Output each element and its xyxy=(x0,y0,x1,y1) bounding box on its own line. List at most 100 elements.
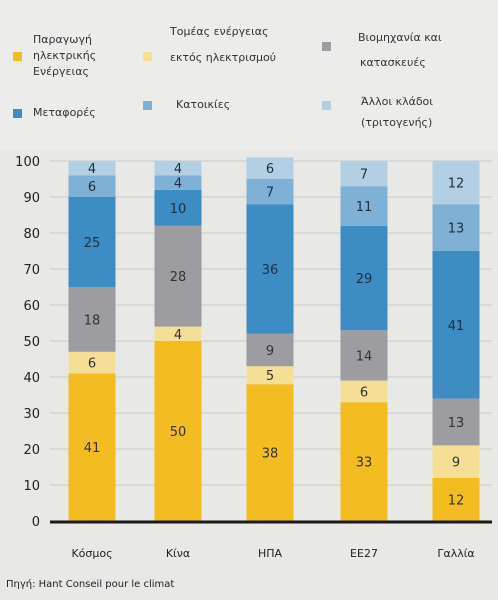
bar-segment xyxy=(246,366,294,385)
data-label: 7 xyxy=(360,168,368,183)
x-tick-label: Κόσμος xyxy=(71,547,112,560)
data-label: 7 xyxy=(266,186,274,201)
legend-line: Ενέργειας xyxy=(33,65,89,78)
bar-segment xyxy=(154,161,202,176)
y-tick-label: 90 xyxy=(23,191,40,206)
data-label: 41 xyxy=(448,319,465,334)
legend-swatch-electricity xyxy=(13,52,22,61)
legend-line: Παραγωγή xyxy=(33,33,92,46)
legend-line: ηλεκτρικής xyxy=(33,49,97,62)
data-label: 29 xyxy=(356,272,373,287)
data-label: 41 xyxy=(84,441,101,456)
bar-segment xyxy=(68,175,116,197)
legend-item-industry: Βιομηχανία και κατασκευές xyxy=(358,30,442,71)
legend-line: εκτός ηλεκτρισμού xyxy=(170,51,277,64)
bar-segment xyxy=(432,204,480,251)
data-label: 12 xyxy=(448,493,465,508)
data-label: 38 xyxy=(262,447,279,462)
bar-segment xyxy=(154,175,202,190)
bar-segment xyxy=(432,161,480,205)
bar-segment xyxy=(432,445,480,478)
bar-segment xyxy=(246,179,294,205)
bar-segment xyxy=(68,161,116,176)
bar-segment xyxy=(340,330,388,381)
bar-segment xyxy=(154,341,202,521)
legend-swatch-residential xyxy=(143,101,152,110)
data-label: 18 xyxy=(84,313,101,328)
legend-item-transport: Μεταφορές xyxy=(33,105,96,121)
legend-swatch-transport xyxy=(13,109,22,118)
bar-segment xyxy=(246,157,294,179)
y-tick-label: 50 xyxy=(23,335,40,350)
data-label: 25 xyxy=(84,236,101,251)
data-label: 9 xyxy=(266,344,274,359)
data-label: 9 xyxy=(452,456,460,471)
data-label: 36 xyxy=(262,263,279,278)
bar-segment xyxy=(340,225,388,331)
legend-line: κατασκευές xyxy=(360,56,426,69)
data-label: 33 xyxy=(356,456,373,471)
y-tick-label: 20 xyxy=(23,443,40,458)
bar-segment xyxy=(340,161,388,187)
legend-swatch-industry xyxy=(322,42,331,51)
data-label: 6 xyxy=(88,180,96,195)
data-label: 13 xyxy=(448,416,465,431)
legend: Παραγωγή ηλεκτρικής Ενέργειας Τομέας ενέ… xyxy=(0,0,498,150)
data-label: 28 xyxy=(170,270,187,285)
legend-item-electricity: Παραγωγή ηλεκτρικής Ενέργειας xyxy=(33,32,96,80)
bar-segment xyxy=(432,398,480,446)
bar-segment xyxy=(340,186,388,226)
data-label: 4 xyxy=(174,177,182,192)
bar-segment xyxy=(154,225,202,327)
bar-segment xyxy=(432,477,480,521)
y-tick-label: 60 xyxy=(23,299,40,314)
legend-item-energy-sector: Τομέας ενέργειας εκτός ηλεκτρισμού xyxy=(170,24,276,66)
y-tick-label: 10 xyxy=(23,479,40,494)
data-label: 4 xyxy=(88,162,96,177)
y-tick-label: 80 xyxy=(23,227,40,242)
x-tick-label: ΗΠΑ xyxy=(258,547,283,560)
data-label: 14 xyxy=(356,349,373,364)
y-tick-label: 40 xyxy=(23,371,40,386)
bar-segment xyxy=(432,251,480,399)
bar-segment xyxy=(68,373,116,521)
bar-segment xyxy=(246,333,294,367)
legend-swatch-other xyxy=(322,101,331,110)
legend-swatch-energy-sector xyxy=(143,52,152,61)
y-tick-label: 0 xyxy=(32,515,40,530)
y-tick-label: 70 xyxy=(23,263,40,278)
legend-line: Άλλοι κλάδοι xyxy=(361,95,434,108)
data-label: 10 xyxy=(170,202,187,217)
bar-segment xyxy=(68,197,116,287)
x-tick-label: ΕΕ27 xyxy=(350,547,378,560)
bar-segment xyxy=(340,402,388,521)
data-label: 12 xyxy=(448,177,465,192)
bar-segment xyxy=(68,287,116,352)
x-tick-label: Γαλλία xyxy=(437,547,474,560)
legend-item-other: Άλλοι κλάδοι (τριτογενής) xyxy=(361,94,433,131)
y-tick-label: 100 xyxy=(15,155,40,170)
legend-item-residential: Κατοικίες xyxy=(176,97,230,113)
data-label: 6 xyxy=(266,162,274,177)
legend-line: Βιομηχανία και xyxy=(358,31,442,44)
data-label: 6 xyxy=(360,385,368,400)
source-note: Πηγή: Hant Conseil pour le climat xyxy=(6,579,175,590)
bar-segment xyxy=(154,326,202,341)
data-label: 11 xyxy=(356,200,373,215)
y-tick-label: 30 xyxy=(23,407,40,422)
data-label: 4 xyxy=(174,328,182,343)
bar-segment xyxy=(246,204,294,334)
x-tick-label: Κίνα xyxy=(166,547,190,560)
legend-line: Μεταφορές xyxy=(33,106,96,119)
legend-line: (τριτογενής) xyxy=(361,116,433,129)
data-label: 4 xyxy=(174,162,182,177)
data-label: 5 xyxy=(266,369,274,384)
data-label: 13 xyxy=(448,222,465,237)
bar-segment xyxy=(68,351,116,374)
bar-segment xyxy=(246,384,294,521)
legend-line: Κατοικίες xyxy=(176,98,231,111)
data-label: 6 xyxy=(88,357,96,372)
legend-line: Τομέας ενέργειας xyxy=(170,25,269,38)
bar-segment xyxy=(340,380,388,403)
